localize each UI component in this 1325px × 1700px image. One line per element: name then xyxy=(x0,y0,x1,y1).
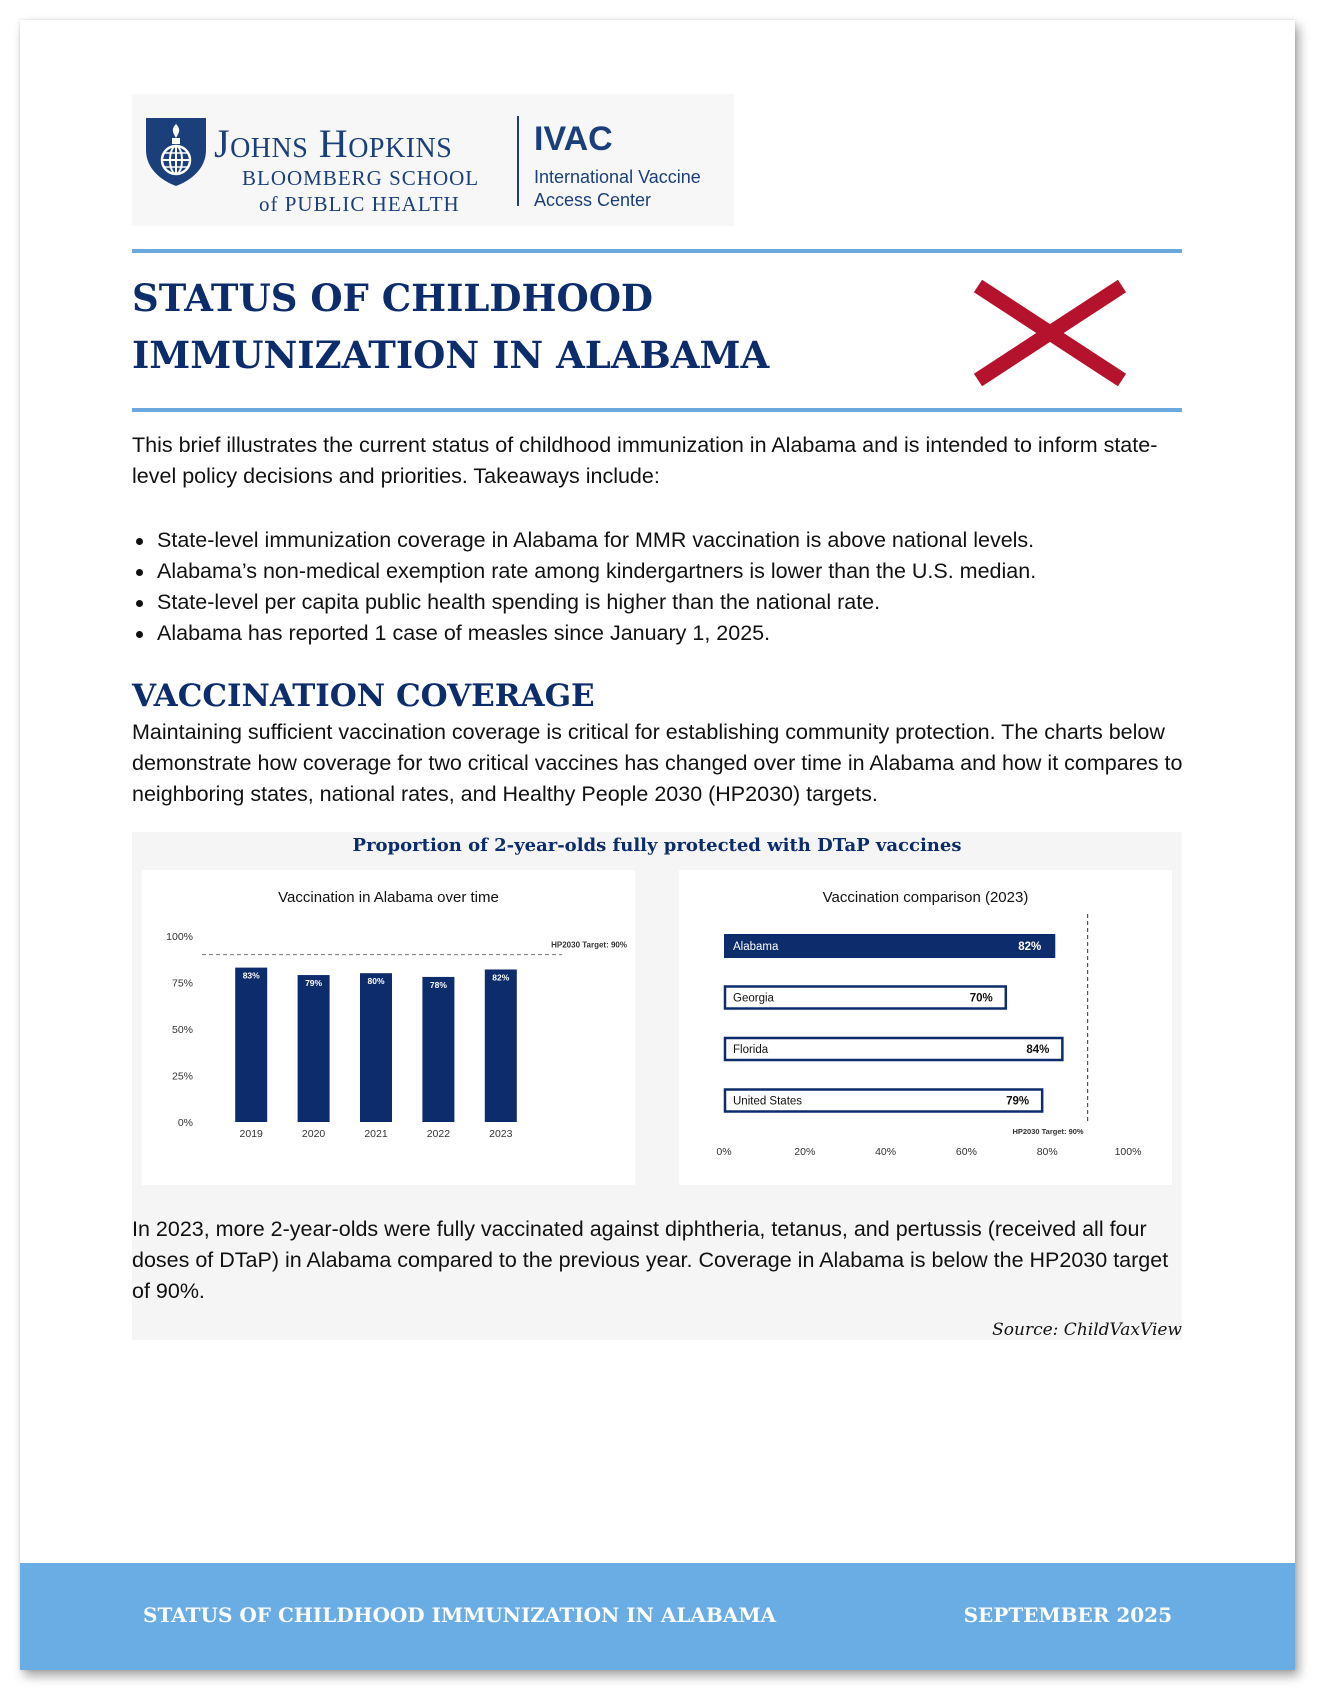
list-item: Alabama has reported 1 case of measles s… xyxy=(132,618,1182,649)
bar-category-label: United States xyxy=(733,1096,802,1108)
page-title: STATUS OF CHILDHOOD IMMUNIZATION IN ALAB… xyxy=(132,276,770,377)
list-item: Alabama’s non-medical exemption rate amo… xyxy=(132,556,1182,587)
x-tick-label: 40% xyxy=(875,1146,896,1158)
footer-bar: STATUS OF CHILDHOOD IMMUNIZATION IN ALAB… xyxy=(20,1563,1295,1670)
source-note: Source: ChildVaxView xyxy=(992,1320,1182,1340)
x-tick-label: 0% xyxy=(716,1146,731,1158)
ivac-name: International Vaccine Access Center xyxy=(534,166,734,212)
panel-note: In 2023, more 2-year-olds were fully vac… xyxy=(132,1217,1169,1303)
footer-title: STATUS OF CHILDHOOD IMMUNIZATION IN ALAB… xyxy=(143,1603,777,1627)
bar-value-label: 82% xyxy=(492,972,509,982)
list-item: State-level immunization coverage in Ala… xyxy=(132,525,1182,556)
bar xyxy=(484,969,517,1122)
alabama-flag-saltire-icon xyxy=(973,279,1127,387)
x-tick-label: 2019 xyxy=(240,1128,264,1140)
chart-title: Vaccination in Alabama over time xyxy=(278,889,499,906)
x-tick-label: 2021 xyxy=(364,1128,388,1140)
bar-value-label: 83% xyxy=(243,971,260,981)
x-tick-label: 2023 xyxy=(489,1128,513,1140)
y-tick-label: 0% xyxy=(178,1117,193,1129)
school-name-line1: BLOOMBERG SCHOOL xyxy=(242,166,480,190)
bar-category-label: Alabama xyxy=(733,941,779,953)
report-page: Johns Hopkins BLOOMBERG SCHOOL of PUBLIC… xyxy=(20,20,1295,1670)
x-tick-label: 80% xyxy=(1037,1146,1058,1158)
bar-value-label: 70% xyxy=(970,993,993,1005)
list-item: State-level per capita public health spe… xyxy=(132,587,1182,618)
bar-chart-over-time: 0% 25% 50% 75% 100% 83% 2019 79% 2020 80% 2021 78% 2… xyxy=(166,931,627,1140)
section-heading: VACCINATION COVERAGE xyxy=(132,678,595,714)
bar xyxy=(723,985,1008,1010)
y-tick-label: 75% xyxy=(172,978,193,990)
ivac-name-line1: International Vaccine xyxy=(534,167,701,187)
jhu-ivac-logo: Johns Hopkins BLOOMBERG SCHOOL of PUBLIC… xyxy=(132,94,734,226)
footer-date: SEPTEMBER 2025 xyxy=(963,1603,1172,1627)
chart-card-over-time: Vaccination in Alabama over time 0% 25% 50… xyxy=(142,870,635,1185)
bar-category-label: Florida xyxy=(733,1044,769,1056)
x-tick-label: 60% xyxy=(956,1146,977,1158)
x-tick-label: 20% xyxy=(794,1146,815,1158)
bar xyxy=(723,1088,1044,1113)
y-tick-label: 50% xyxy=(172,1024,193,1036)
bar-value-label: 79% xyxy=(1006,1096,1029,1108)
bar-value-label: 82% xyxy=(1018,941,1041,953)
bar-value-label: 80% xyxy=(367,976,384,986)
school-name-line2: of PUBLIC HEALTH xyxy=(259,192,460,216)
y-tick-label: 25% xyxy=(172,1071,193,1083)
target-label: HP2030 Target: 90% xyxy=(1012,1127,1083,1136)
title-rule-bottom xyxy=(132,408,1182,412)
bar xyxy=(723,1036,1064,1062)
ivac-abbr: IVAC xyxy=(534,120,613,158)
chart-title: Vaccination comparison (2023) xyxy=(822,889,1029,906)
bar-value-label: 84% xyxy=(1026,1044,1049,1056)
x-tick-label: 2022 xyxy=(427,1128,451,1140)
bar xyxy=(297,975,330,1122)
y-tick-label: 100% xyxy=(166,931,193,943)
bar xyxy=(724,934,1056,958)
x-tick-label: 100% xyxy=(1115,1146,1142,1158)
bar-value-label: 78% xyxy=(430,980,447,990)
panel-title: Proportion of 2-year-olds fully protecte… xyxy=(352,835,962,856)
target-label: HP2030 Target: 90% xyxy=(551,941,627,950)
title-rule-top xyxy=(132,249,1182,253)
bar xyxy=(360,973,392,1122)
intro-paragraph: This brief illustrates the current statu… xyxy=(132,433,1158,488)
bar-category-label: Georgia xyxy=(733,993,775,1005)
bar xyxy=(235,967,268,1122)
ivac-name-line2: Access Center xyxy=(534,190,652,210)
bar-value-label: 79% xyxy=(305,978,322,988)
bar-chart-comparison: Alabama 82% Georgia 70% Florida 84% United Sta… xyxy=(716,914,1142,1158)
university-shield-icon xyxy=(146,118,206,186)
jhu-name: Johns Hopkins xyxy=(214,121,453,166)
chart-card-comparison: Vaccination comparison (2023) Alabama 82%… xyxy=(679,870,1172,1185)
logo-divider xyxy=(517,116,519,206)
bar xyxy=(422,976,455,1122)
section-paragraph: Maintaining sufficient vaccination cover… xyxy=(132,720,1183,806)
x-tick-label: 2020 xyxy=(302,1128,326,1140)
takeaways-list: State-level immunization coverage in Ala… xyxy=(132,525,1182,649)
dtap-panel: Proportion of 2-year-olds fully protecte… xyxy=(132,832,1182,1340)
